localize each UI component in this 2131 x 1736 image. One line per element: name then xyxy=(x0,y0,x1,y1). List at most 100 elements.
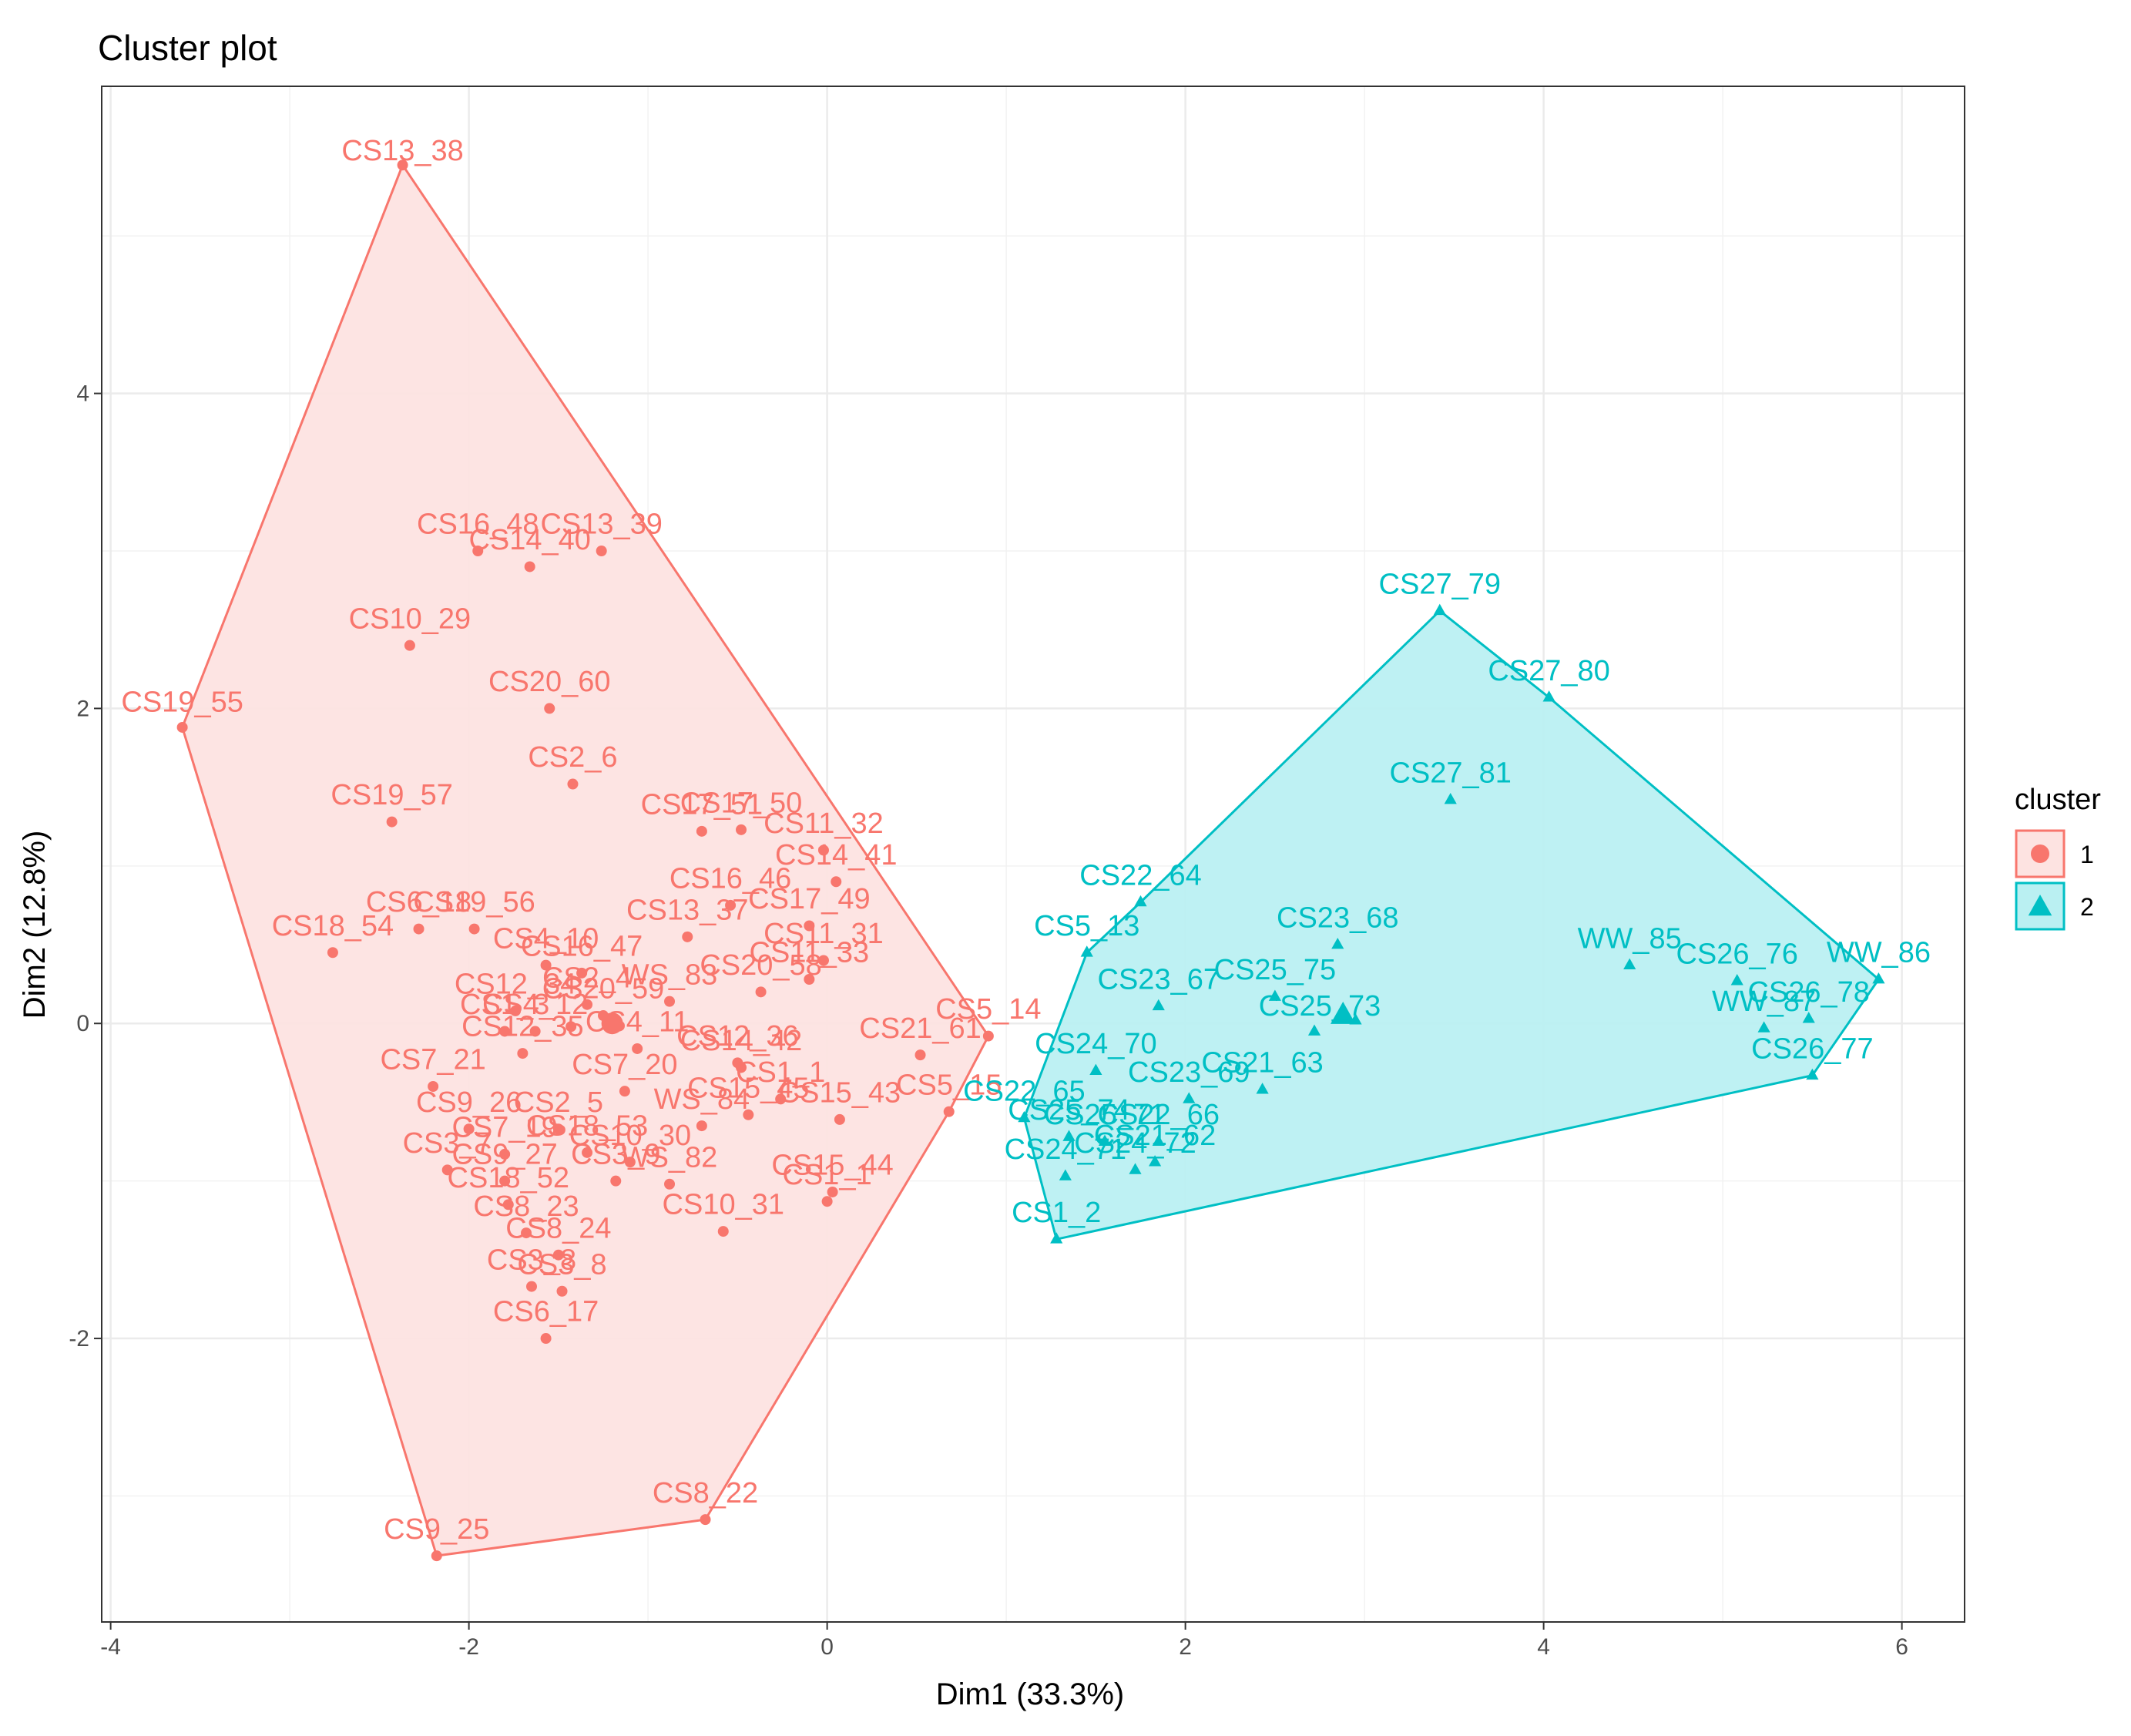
cluster-2-point xyxy=(1802,1012,1815,1023)
cluster-1-point-label: CS14_42 xyxy=(680,1025,802,1057)
cluster-2-point-label: CS22_66 xyxy=(1098,1099,1220,1131)
cluster-2-point xyxy=(1444,792,1457,804)
cluster-2-point xyxy=(1331,938,1344,949)
cluster-1-point xyxy=(576,967,588,979)
cluster-1-point xyxy=(664,996,676,1007)
cluster-1-point xyxy=(596,546,607,557)
cluster-1-point xyxy=(565,1021,577,1033)
cluster-1-point-label: CS17_51 xyxy=(641,789,763,821)
cluster-1-point xyxy=(499,1148,511,1160)
cluster-2-point-label: CS25_73 xyxy=(1259,990,1381,1022)
cluster-1-point xyxy=(499,1175,511,1187)
cluster-2-point-label: WW_86 xyxy=(1827,937,1931,969)
cluster-1-point xyxy=(517,1048,529,1059)
cluster-1-point-label: CS20_59 xyxy=(542,973,664,1006)
cluster-1-point xyxy=(556,1285,568,1297)
cluster-1-point xyxy=(524,561,535,573)
cluster-1-point-label: CS19_56 xyxy=(413,886,535,918)
y-axis-title: Dim2 (12.8%) xyxy=(18,831,52,1019)
cluster-1-point-label: CS13_39 xyxy=(540,509,662,541)
cluster-2-point xyxy=(1059,1169,1072,1180)
cluster-1-point xyxy=(413,923,425,935)
cluster-1-point xyxy=(827,1186,838,1197)
cluster-1-point xyxy=(567,778,579,790)
cluster-1-point xyxy=(743,1109,754,1120)
cluster-1-point-label: CS11_32 xyxy=(763,808,884,840)
cluster-1-point xyxy=(472,546,484,557)
cluster-1-point xyxy=(441,1164,453,1176)
cluster-2-point xyxy=(1152,1134,1165,1146)
cluster-1-point xyxy=(696,825,707,837)
cluster-1-point-label: CS20_60 xyxy=(488,666,610,698)
cluster-2-point-label: CS5_13 xyxy=(1034,910,1139,942)
cluster-1-center xyxy=(601,1012,623,1035)
cluster-1-point xyxy=(552,1123,564,1135)
cluster-1-point-label: WS_84 xyxy=(654,1083,750,1116)
y-tick-label: -2 xyxy=(69,1326,89,1352)
cluster-1-point xyxy=(982,1030,994,1042)
cluster-1-point-label: CS3_8 xyxy=(517,1248,606,1281)
cluster-1-point-label: CS13_38 xyxy=(341,135,463,167)
cluster-1-point xyxy=(736,824,747,835)
cluster-2-point xyxy=(1268,989,1281,1001)
cluster-1-point xyxy=(619,1086,630,1097)
cluster-1-point xyxy=(664,1178,676,1190)
cluster-1-point xyxy=(717,1226,729,1237)
cluster-1-point-label: CS11_31 xyxy=(763,918,884,950)
cluster-2-point-label: CS25_75 xyxy=(1214,954,1336,986)
panel-border xyxy=(101,86,1965,1623)
x-tick-label: 6 xyxy=(1895,1634,1908,1660)
legend-label-1: 1 xyxy=(2080,841,2094,868)
cluster-2-point-label: CS23_69 xyxy=(1128,1056,1250,1089)
cluster-1-point xyxy=(540,959,552,971)
cluster-2-point-label: CS23_68 xyxy=(1277,902,1398,935)
legend-title: cluster xyxy=(2015,784,2101,816)
cluster-1-point-label: CS1_3 xyxy=(460,989,549,1021)
legend-label-2: 2 xyxy=(2080,893,2094,921)
cluster-2-point xyxy=(1062,1130,1076,1141)
cluster-2-point-label: CS24_71 xyxy=(1005,1133,1126,1166)
cluster-2-point xyxy=(1152,999,1165,1011)
cluster-2-point-label: CS27_80 xyxy=(1488,655,1609,687)
cluster-1-point-label: CS5_14 xyxy=(935,993,1041,1026)
cluster-1-point-label: CS21_61 xyxy=(859,1012,981,1045)
x-tick-label: 0 xyxy=(821,1634,834,1660)
cluster-2-point-label: CS22_65 xyxy=(963,1076,1085,1108)
cluster-1-point-label: CS9_27 xyxy=(451,1138,557,1170)
cluster-1-point xyxy=(834,1113,845,1125)
cluster-2-point xyxy=(1256,1083,1269,1094)
cluster-1-point-label: CS17_50 xyxy=(680,787,802,819)
cluster-1-point-label: CS2_6 xyxy=(528,741,617,774)
cluster-2-point xyxy=(1089,1063,1102,1075)
cluster-1-point xyxy=(428,1081,439,1093)
cluster-1-point-label: CS19_55 xyxy=(121,687,243,719)
cluster-1-point-label: CS9_25 xyxy=(384,1513,489,1546)
cluster-2-point-label: WW_87 xyxy=(1712,986,1816,1018)
cluster-1-point xyxy=(632,1043,643,1054)
cluster-2-point xyxy=(1872,972,1885,984)
cluster-1-point-label: CS4_11 xyxy=(586,1006,690,1039)
cluster-1-point-label: CS18_52 xyxy=(448,1162,569,1194)
y-tick-label: 2 xyxy=(76,696,89,721)
cluster-2-point xyxy=(1433,603,1446,616)
cluster-2-point-label: CS26_76 xyxy=(1676,939,1797,971)
cluster-1-point-label: CS16_47 xyxy=(521,930,643,962)
cluster-1-point xyxy=(510,1005,522,1016)
cluster-2-point xyxy=(1183,1092,1196,1103)
cluster-2-point xyxy=(1080,945,1093,957)
cluster-1-point xyxy=(725,899,737,911)
cluster-2-point-label: CS26_78 xyxy=(1747,976,1869,1009)
cluster-1-point-label: CS15_45 xyxy=(687,1072,809,1104)
cluster-2-point xyxy=(1129,1163,1142,1174)
cluster-1-point-label: CS1_1 xyxy=(736,1056,825,1089)
cluster-2-point-label: CS1_2 xyxy=(1012,1197,1101,1229)
cluster-1-point-label: WS_82 xyxy=(622,1141,718,1174)
cluster-1-point-label: CS16_46 xyxy=(670,863,791,895)
cluster-1-point-label: CS14_40 xyxy=(468,524,590,556)
cluster-1-point-label: CS10_31 xyxy=(663,1189,784,1221)
cluster-1-point xyxy=(817,955,829,966)
cluster-2-point xyxy=(1050,1232,1063,1244)
cluster-1-point xyxy=(755,986,767,998)
